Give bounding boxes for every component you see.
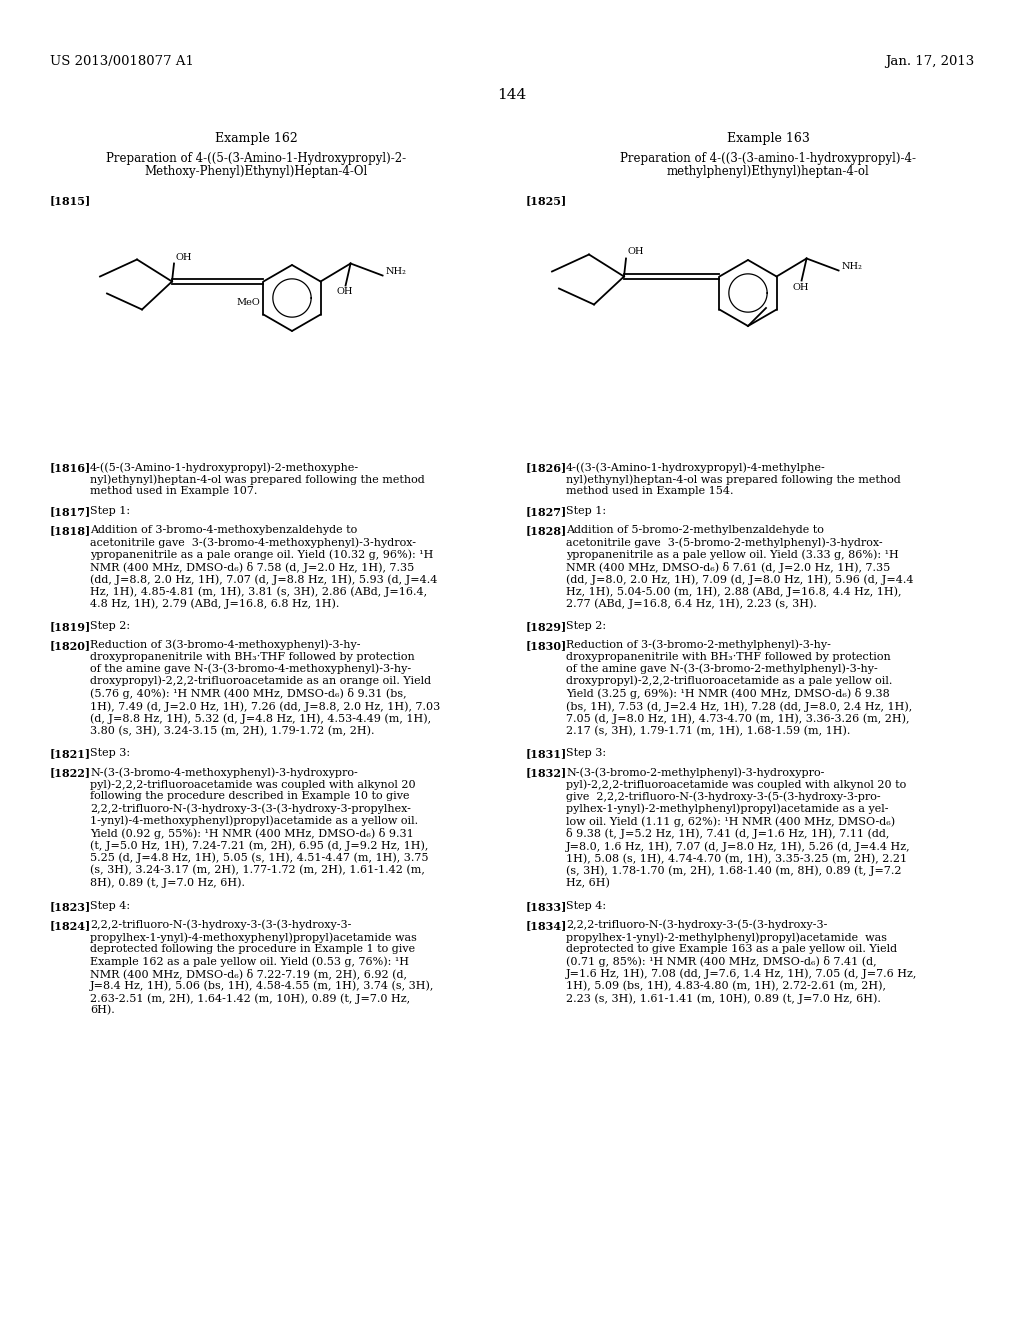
Text: [1826]: [1826] (526, 462, 567, 473)
Text: OH: OH (336, 288, 353, 297)
Text: [1816]: [1816] (50, 462, 91, 473)
Text: Reduction of 3-(3-bromo-2-methylphenyl)-3-hy-
droxypropanenitrile with BH₃·THF f: Reduction of 3-(3-bromo-2-methylphenyl)-… (566, 640, 912, 735)
Text: [1833]: [1833] (526, 902, 567, 912)
Text: Preparation of 4-((5-(3-Amino-1-Hydroxypropyl)-2-: Preparation of 4-((5-(3-Amino-1-Hydroxyp… (105, 152, 407, 165)
Text: US 2013/0018077 A1: US 2013/0018077 A1 (50, 55, 194, 69)
Text: [1820]: [1820] (50, 640, 91, 651)
Text: Preparation of 4-((3-(3-amino-1-hydroxypropyl)-4-: Preparation of 4-((3-(3-amino-1-hydroxyp… (620, 152, 916, 165)
Text: [1830]: [1830] (526, 640, 567, 651)
Text: Addition of 3-bromo-4-methoxybenzaldehyde to
acetonitrile gave  3-(3-bromo-4-met: Addition of 3-bromo-4-methoxybenzaldehyd… (90, 525, 437, 610)
Text: NH₂: NH₂ (386, 267, 407, 276)
Text: Step 1:: Step 1: (90, 507, 130, 516)
Text: [1825]: [1825] (526, 195, 567, 206)
Text: Addition of 5-bromo-2-methylbenzaldehyde to
acetonitrile gave  3-(5-bromo-2-meth: Addition of 5-bromo-2-methylbenzaldehyde… (566, 525, 913, 610)
Text: N-(3-(3-bromo-4-methoxyphenyl)-3-hydroxypro-
pyl)-2,2,2-trifluoroacetamide was c: N-(3-(3-bromo-4-methoxyphenyl)-3-hydroxy… (90, 767, 428, 887)
Text: NH₂: NH₂ (842, 261, 862, 271)
Text: [1821]: [1821] (50, 748, 91, 759)
Text: [1815]: [1815] (50, 195, 91, 206)
Text: [1822]: [1822] (50, 767, 91, 777)
Text: [1832]: [1832] (526, 767, 567, 777)
Text: 144: 144 (498, 88, 526, 102)
Text: OH: OH (627, 248, 643, 256)
Text: Methoxy-Phenyl)Ethynyl)Heptan-4-Ol: Methoxy-Phenyl)Ethynyl)Heptan-4-Ol (144, 165, 368, 178)
Text: [1819]: [1819] (50, 620, 91, 632)
Text: [1834]: [1834] (526, 920, 567, 931)
Text: Step 1:: Step 1: (566, 507, 606, 516)
Text: Reduction of 3(3-bromo-4-methoxyphenyl)-3-hy-
droxypropanenitrile with BH₃·THF f: Reduction of 3(3-bromo-4-methoxyphenyl)-… (90, 640, 440, 735)
Text: OH: OH (175, 252, 191, 261)
Text: [1827]: [1827] (526, 507, 567, 517)
Text: 2,2,2-trifluoro-N-(3-hydroxy-3-(3-(3-hydroxy-3-
propylhex-1-ynyl)-4-methoxypheny: 2,2,2-trifluoro-N-(3-hydroxy-3-(3-(3-hyd… (90, 920, 434, 1015)
Text: Step 2:: Step 2: (566, 620, 606, 631)
Text: Jan. 17, 2013: Jan. 17, 2013 (885, 55, 974, 69)
Text: [1823]: [1823] (50, 902, 91, 912)
Text: 4-((5-(3-Amino-1-hydroxypropyl)-2-methoxyphe-
nyl)ethynyl)heptan-4-ol was prepar: 4-((5-(3-Amino-1-hydroxypropyl)-2-methox… (90, 462, 425, 496)
Text: methylphenyl)Ethynyl)heptan-4-ol: methylphenyl)Ethynyl)heptan-4-ol (667, 165, 869, 178)
Text: 2,2,2-trifluoro-N-(3-hydroxy-3-(5-(3-hydroxy-3-
propylhex-1-ynyl)-2-methylphenyl: 2,2,2-trifluoro-N-(3-hydroxy-3-(5-(3-hyd… (566, 920, 918, 1003)
Text: Step 4:: Step 4: (566, 902, 606, 911)
Text: [1818]: [1818] (50, 525, 91, 536)
Text: Example 162: Example 162 (215, 132, 297, 145)
Text: [1817]: [1817] (50, 507, 91, 517)
Text: MeO: MeO (237, 298, 260, 308)
Text: Step 3:: Step 3: (566, 748, 606, 758)
Text: [1831]: [1831] (526, 748, 567, 759)
Text: [1824]: [1824] (50, 920, 91, 931)
Text: Step 2:: Step 2: (90, 620, 130, 631)
Text: N-(3-(3-bromo-2-methylphenyl)-3-hydroxypro-
pyl)-2,2,2-trifluoroacetamide was co: N-(3-(3-bromo-2-methylphenyl)-3-hydroxyp… (566, 767, 910, 888)
Text: OH: OH (793, 282, 809, 292)
Text: 4-((3-(3-Amino-1-hydroxypropyl)-4-methylphe-
nyl)ethynyl)heptan-4-ol was prepare: 4-((3-(3-Amino-1-hydroxypropyl)-4-methyl… (566, 462, 901, 496)
Text: Step 3:: Step 3: (90, 748, 130, 758)
Text: [1829]: [1829] (526, 620, 567, 632)
Text: [1828]: [1828] (526, 525, 567, 536)
Text: Step 4:: Step 4: (90, 902, 130, 911)
Text: Example 163: Example 163 (727, 132, 809, 145)
